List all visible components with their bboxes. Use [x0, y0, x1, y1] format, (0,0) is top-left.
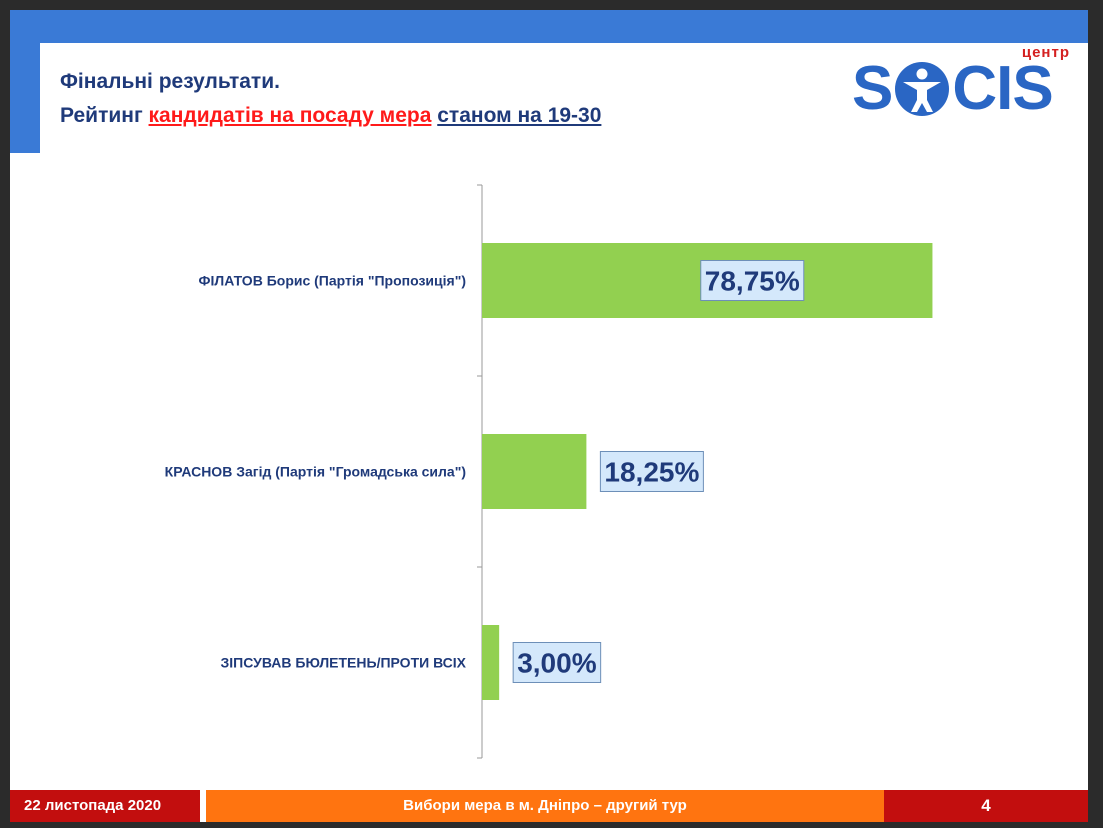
socis-logo: центр S CIS [848, 44, 1078, 126]
page-title: Фінальні результати. [60, 70, 280, 93]
value-label-box [700, 260, 805, 301]
footer: 22 листопада 2020 Вибори мера в м. Дніпр… [10, 790, 1088, 822]
page-number: 4 [884, 790, 1088, 822]
category-label: ФІЛАТОВ Борис (Партія "Пропозиція") [199, 273, 466, 289]
logo-letters-cis: CIS [952, 54, 1053, 123]
subtitle-prefix: Рейтинг [60, 104, 143, 127]
slide: Фінальні результати. Рейтинг кандидатів … [10, 10, 1088, 822]
bar-chart: ФІЛАТОВ Борис (Партія "Пропозиція") 78,75… [165, 184, 933, 759]
subtitle-date: станом на 19-30 [437, 104, 602, 127]
bar [482, 625, 500, 700]
page-subtitle: Рейтинг кандидатів на посаду мера станом… [60, 104, 601, 128]
bar [482, 434, 587, 509]
value-label-box [599, 451, 704, 492]
footer-event: Вибори мера в м. Дніпро – другий тур [206, 790, 884, 822]
value-label-box [512, 642, 602, 683]
header-accent-tab [10, 43, 40, 153]
header-band [10, 10, 1088, 43]
category-label: КРАСНОВ Загід (Партія "Громадська сила") [165, 464, 466, 480]
logo-person-icon [895, 62, 950, 116]
value-label: 3,00% [517, 648, 596, 679]
subtitle-highlight: кандидатів на посаду мера [148, 104, 432, 127]
value-label: 18,25% [604, 457, 699, 488]
logo-wordmark: S CIS [852, 54, 1054, 123]
category-label: ЗІПСУВАВ БЮЛЕТЕНЬ/ПРОТИ ВСІХ [221, 655, 467, 671]
value-label: 78,75% [705, 266, 800, 297]
logo-letter-s: S [852, 54, 893, 123]
logo-small-text: центр [1021, 44, 1070, 61]
footer-date: 22 листопада 2020 [10, 790, 200, 822]
